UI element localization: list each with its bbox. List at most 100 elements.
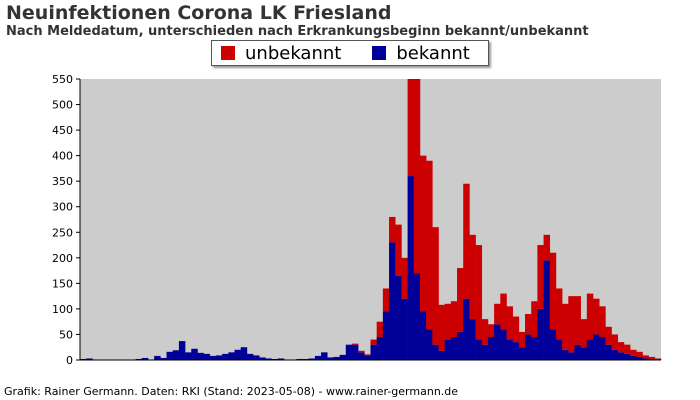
y-tick-label: 0 bbox=[66, 354, 73, 367]
bar-bekannt bbox=[617, 352, 625, 360]
y-tick-label: 250 bbox=[52, 226, 73, 239]
bar-bekannt bbox=[86, 358, 93, 360]
bar-bekannt bbox=[549, 329, 557, 360]
bar-unbekannt bbox=[395, 224, 402, 276]
bar-bekannt bbox=[568, 352, 575, 360]
bar-bekannt bbox=[265, 358, 272, 360]
bar-unbekannt bbox=[512, 316, 520, 343]
bar-unbekannt bbox=[407, 79, 415, 177]
bar-bekannt bbox=[314, 355, 322, 360]
bar-bekannt bbox=[599, 337, 606, 360]
legend-label-bekannt: bekannt bbox=[396, 42, 470, 64]
bar-unbekannt bbox=[469, 234, 476, 320]
bar-bekannt bbox=[172, 350, 180, 360]
legend-swatch-bekannt bbox=[372, 46, 387, 60]
bar-bekannt bbox=[277, 358, 285, 360]
bar-unbekannt bbox=[580, 319, 588, 348]
y-tick-label: 350 bbox=[52, 175, 73, 188]
bar-unbekannt bbox=[623, 344, 631, 354]
bar-bekannt bbox=[444, 339, 452, 360]
bar-bekannt bbox=[327, 357, 334, 360]
bar-bekannt bbox=[636, 356, 643, 360]
bar-bekannt bbox=[438, 350, 445, 360]
bar-unbekannt bbox=[389, 216, 396, 243]
bar-unbekannt bbox=[506, 306, 513, 340]
bar-unbekannt bbox=[376, 321, 384, 338]
y-tick-label: 550 bbox=[52, 73, 73, 86]
bar-unbekannt bbox=[444, 303, 452, 340]
bar-bekannt bbox=[228, 352, 235, 360]
bar-bekannt bbox=[339, 354, 347, 360]
bar-bekannt bbox=[432, 344, 439, 360]
bar-bekannt bbox=[358, 352, 365, 360]
bar-unbekannt bbox=[636, 351, 643, 357]
bar-bekannt bbox=[376, 337, 384, 360]
bar-bekannt bbox=[389, 242, 396, 360]
bar-unbekannt bbox=[605, 326, 612, 345]
bar-unbekannt bbox=[611, 334, 619, 350]
bar-bekannt bbox=[253, 355, 260, 360]
bar-unbekannt bbox=[549, 252, 557, 330]
bar-bekannt bbox=[555, 339, 563, 360]
footer-credit: Grafik: Rainer Germann. Daten: RKI (Stan… bbox=[4, 385, 459, 398]
bar-unbekannt bbox=[351, 343, 359, 345]
bar-unbekannt bbox=[648, 356, 656, 359]
bar-unbekannt bbox=[568, 296, 575, 353]
bar-bekannt bbox=[407, 176, 415, 360]
bar-bekannt bbox=[160, 357, 167, 360]
bar-bekannt bbox=[215, 355, 223, 360]
bar-bekannt bbox=[419, 311, 427, 360]
chart-svg: 0 50 100 150 200 250 300 350 400 450 500 550 bbox=[52, 73, 662, 367]
y-tick-label: 450 bbox=[52, 124, 73, 137]
bar-bekannt bbox=[259, 357, 266, 360]
bar-bekannt bbox=[630, 355, 637, 360]
bar-bekannt bbox=[481, 344, 489, 360]
bar-bekannt bbox=[531, 337, 538, 360]
bar-bekannt bbox=[135, 358, 143, 360]
bar-bekannt bbox=[370, 344, 377, 360]
bar-unbekannt bbox=[370, 339, 377, 345]
bar-unbekannt bbox=[630, 349, 637, 356]
bar-bekannt bbox=[246, 353, 254, 360]
bar-unbekannt bbox=[525, 314, 532, 335]
bar-bekannt bbox=[605, 344, 612, 360]
bar-bekannt bbox=[178, 341, 186, 360]
bar-unbekannt bbox=[617, 342, 625, 353]
bar-bekannt bbox=[191, 348, 198, 360]
bar-bekannt bbox=[302, 358, 309, 360]
bar-bekannt bbox=[648, 358, 656, 360]
bar-bekannt bbox=[457, 331, 464, 360]
chart-title: Neuinfektionen Corona LK Friesland bbox=[6, 2, 392, 24]
bar-bekannt bbox=[623, 353, 631, 360]
y-tick-label: 500 bbox=[52, 99, 73, 112]
y-tick-label: 200 bbox=[52, 252, 73, 265]
bar-bekannt bbox=[518, 347, 526, 360]
y-tick-label: 150 bbox=[52, 277, 73, 290]
chart-subtitle: Nach Meldedatum, unterschieden nach Erkr… bbox=[6, 24, 589, 39]
bar-bekannt bbox=[321, 352, 328, 360]
bar-bekannt bbox=[80, 358, 87, 360]
bar-unbekannt bbox=[438, 304, 445, 351]
bar-bekannt bbox=[351, 344, 359, 360]
bar-bekannt bbox=[580, 347, 588, 360]
bar-bekannt bbox=[611, 349, 619, 360]
bar-unbekannt bbox=[450, 301, 458, 338]
legend: unbekannt bekannt bbox=[211, 40, 489, 66]
bar-unbekannt bbox=[593, 298, 600, 335]
bar-bekannt bbox=[450, 337, 458, 360]
bar-bekannt bbox=[426, 329, 433, 360]
bar-bekannt bbox=[345, 344, 353, 360]
bar-bekannt bbox=[469, 319, 476, 360]
bar-bekannt bbox=[185, 352, 192, 360]
bar-bekannt bbox=[593, 334, 600, 360]
bar-unbekannt bbox=[382, 288, 390, 312]
bar-unbekannt bbox=[518, 331, 526, 348]
bar-bekannt bbox=[382, 311, 390, 360]
bar-unbekannt bbox=[401, 257, 408, 299]
bar-unbekannt bbox=[537, 245, 544, 309]
bar-bekannt bbox=[487, 337, 495, 360]
bar-bekannt bbox=[475, 339, 483, 360]
bar-unbekannt bbox=[413, 79, 421, 274]
bar-bekannt bbox=[209, 355, 217, 360]
legend-swatch-unbekannt bbox=[221, 46, 235, 60]
